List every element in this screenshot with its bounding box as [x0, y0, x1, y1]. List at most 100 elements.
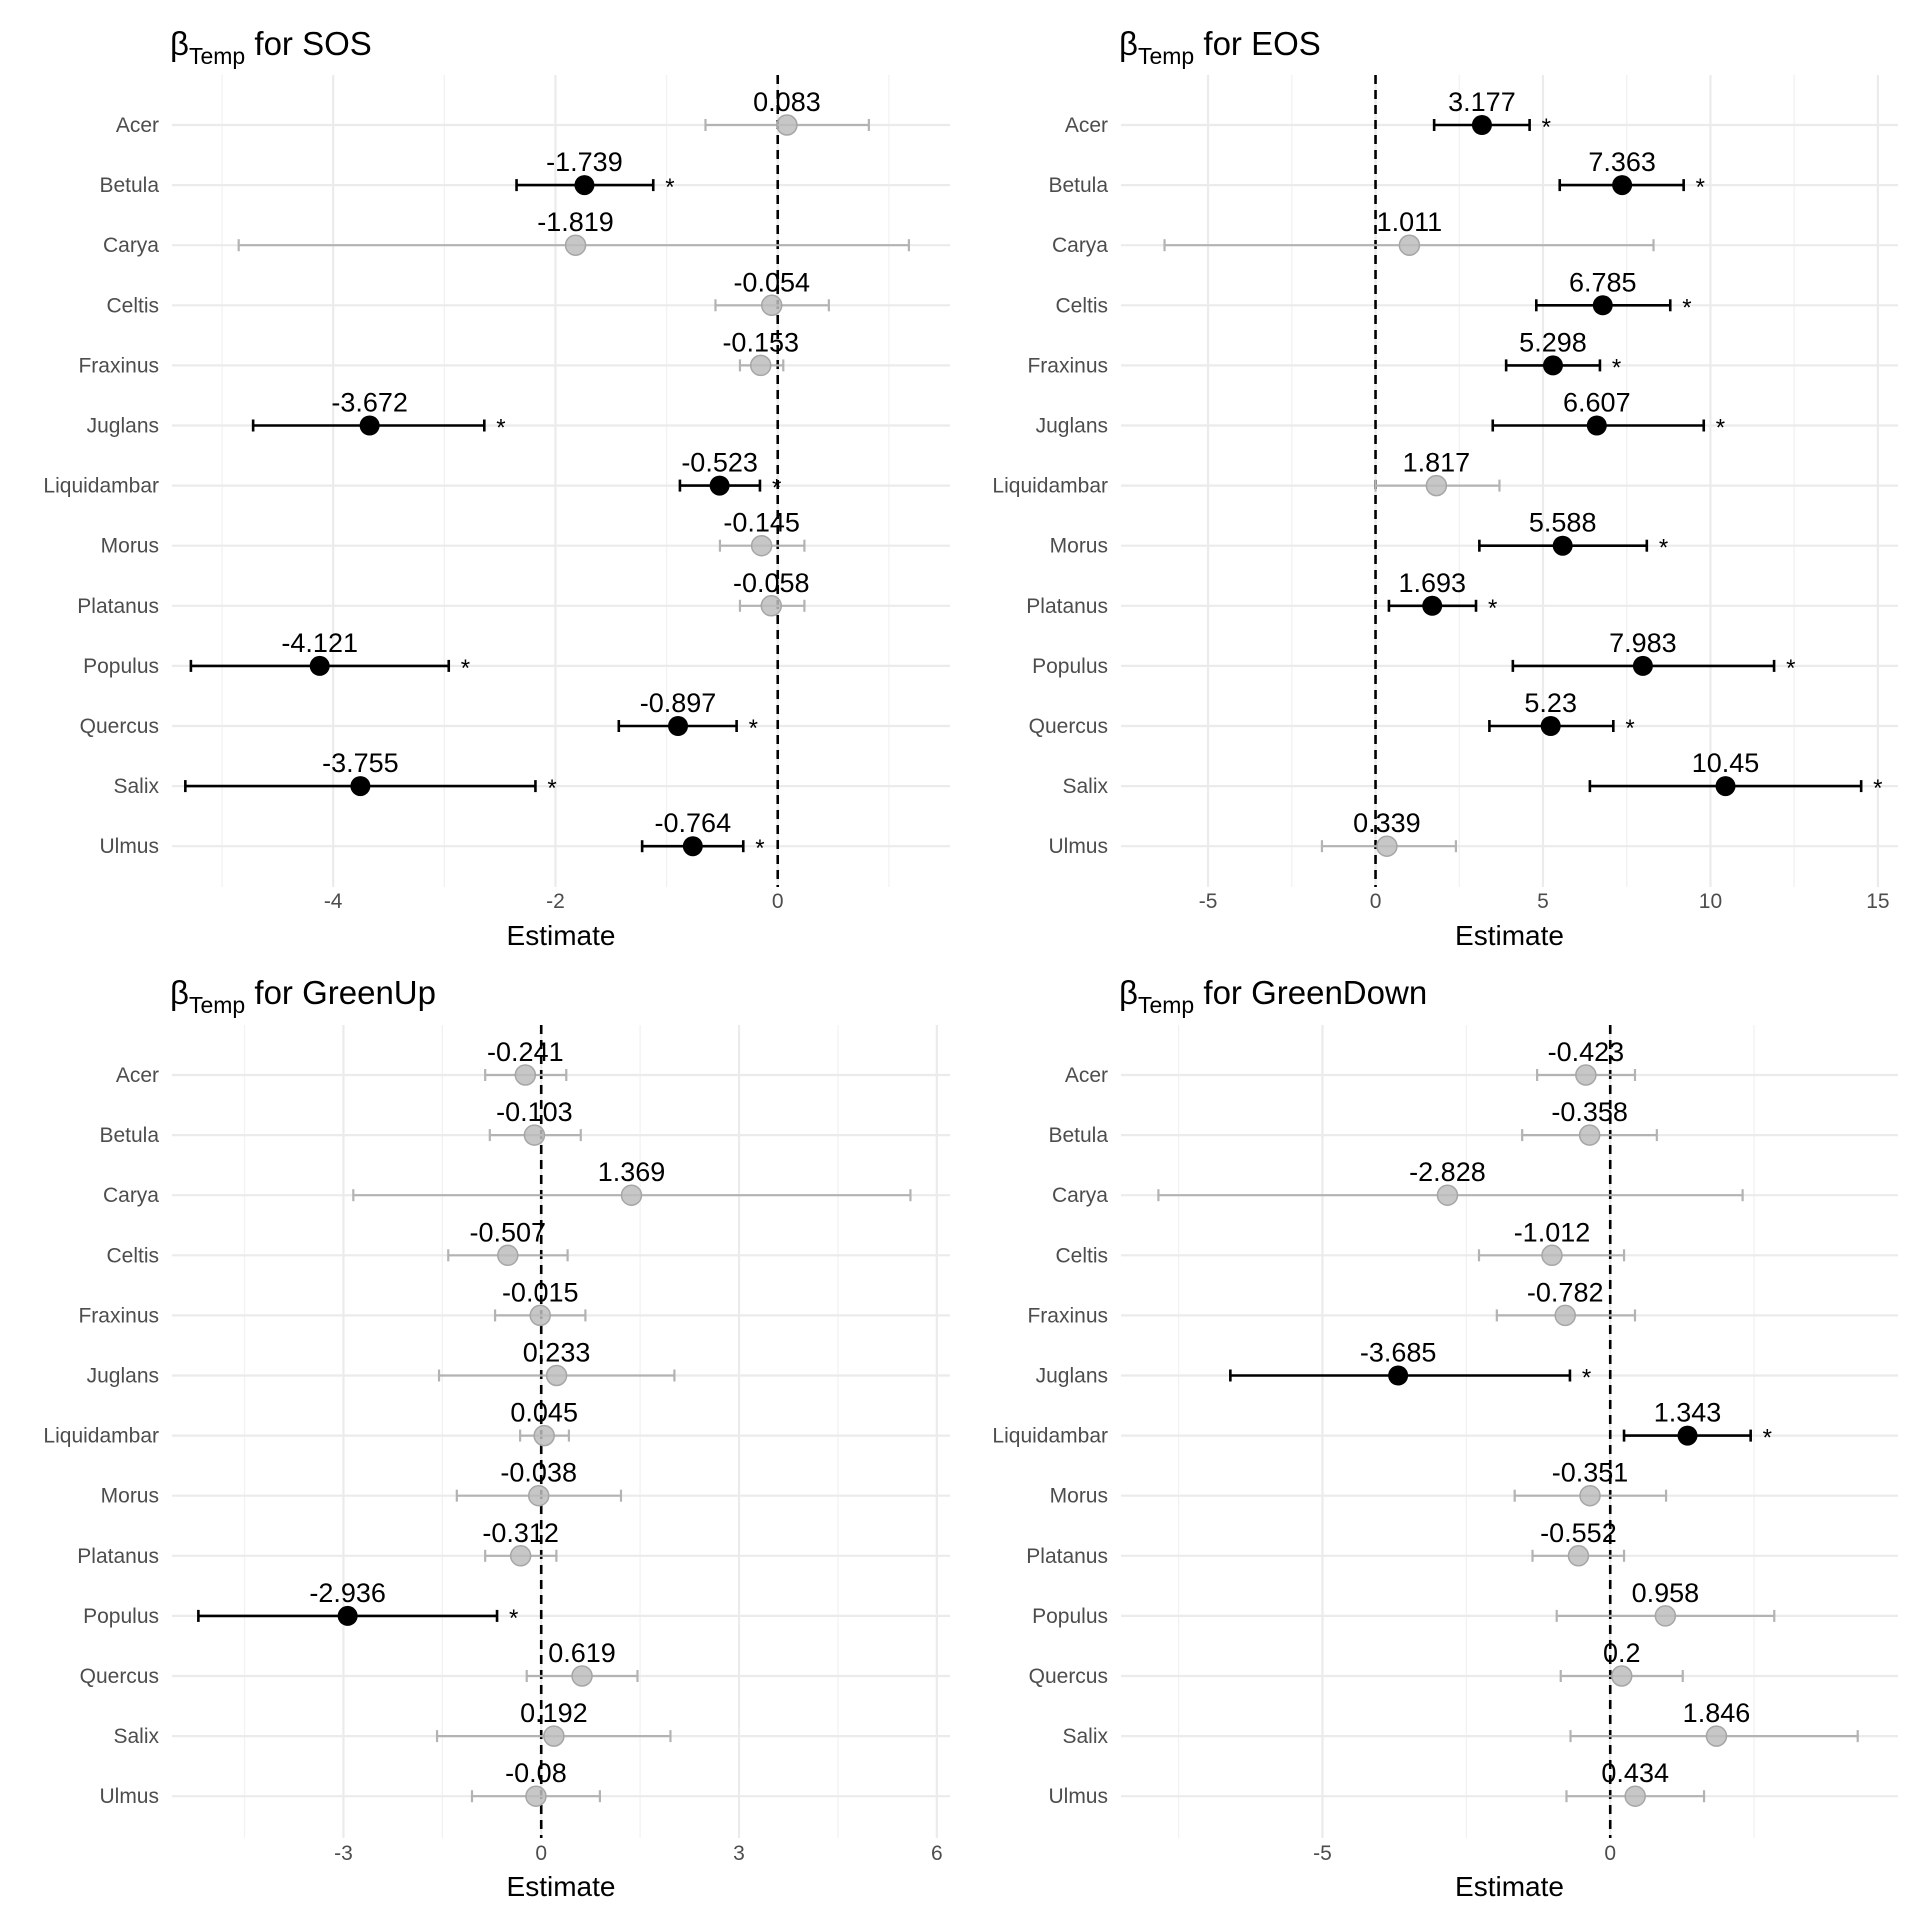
significance-star: * — [1682, 294, 1691, 321]
point-estimate — [1540, 716, 1561, 736]
estimate-label: -0.312 — [482, 1518, 559, 1548]
estimate-label: -0.423 — [1548, 1037, 1625, 1067]
y-tick-label: Quercus — [80, 1665, 159, 1688]
y-tick-label: Liquidambar — [992, 1425, 1108, 1448]
y-tick-label: Ulmus — [1048, 835, 1108, 858]
x-axis-title: Estimate — [507, 920, 616, 951]
estimate-ulmus: -0.08 — [470, 1758, 602, 1807]
x-tick-label: 10 — [1699, 890, 1722, 913]
y-tick-label: Salix — [1062, 775, 1108, 798]
estimate-liquidambar: * 1.343 — [1622, 1398, 1772, 1452]
panel-sos: Acer Betula Carya Celtis Fraxinus Juglans Liqu… — [43, 25, 950, 951]
y-tick-label: Morus — [1050, 535, 1108, 558]
estimate-label: -0.015 — [502, 1277, 579, 1307]
point-estimate — [1471, 115, 1492, 135]
estimate-carya: -2.828 — [1157, 1157, 1744, 1206]
estimate-liquidambar: * -0.523 — [678, 448, 781, 502]
y-tick-label: Salix — [113, 775, 159, 798]
x-tick-label: -5 — [1313, 1842, 1332, 1865]
point-estimate — [1398, 234, 1421, 256]
y-tick-label: Liquidambar — [43, 475, 159, 498]
point-estimate — [1654, 1605, 1677, 1627]
y-tick-label: Acer — [1065, 1064, 1108, 1087]
panel-title: βTemp for GreenUp — [170, 974, 436, 1018]
estimate-label: -0.058 — [733, 568, 810, 598]
point-estimate — [1677, 1425, 1698, 1446]
estimate-label: 0.958 — [1632, 1578, 1700, 1608]
estimate-label: -1.739 — [546, 147, 623, 177]
estimate-acer: -0.241 — [484, 1037, 568, 1086]
y-tick-label: Salix — [113, 1725, 159, 1748]
significance-star: * — [1696, 174, 1705, 201]
estimate-populus: 0.958 — [1555, 1578, 1776, 1627]
estimate-label: -0.145 — [723, 508, 800, 538]
y-tick-label: Populus — [83, 1605, 159, 1628]
y-tick-label: Fraxinus — [1027, 354, 1108, 377]
y-tick-label: Platanus — [1026, 595, 1108, 618]
estimate-label: -4.121 — [281, 628, 358, 658]
point-estimate — [527, 1484, 550, 1507]
point-estimate — [545, 1364, 568, 1387]
point-estimate — [1541, 1244, 1563, 1267]
estimate-label: 5.588 — [1529, 508, 1597, 538]
significance-star: * — [1786, 655, 1795, 682]
estimate-label: -0.038 — [500, 1458, 577, 1488]
x-axis-title: Estimate — [507, 1871, 616, 1902]
x-tick-label: 15 — [1866, 890, 1889, 913]
estimate-acer: 0.083 — [704, 87, 870, 136]
significance-star: * — [1625, 715, 1634, 742]
y-tick-label: Carya — [1052, 1184, 1108, 1207]
y-tick-label: Salix — [1062, 1725, 1108, 1748]
estimate-label: 0.434 — [1601, 1758, 1669, 1788]
point-estimate — [564, 234, 587, 256]
y-tick-label: Acer — [116, 114, 159, 137]
estimate-label: -1.012 — [1514, 1217, 1591, 1247]
estimate-label: 0.083 — [753, 87, 821, 117]
point-estimate — [1612, 175, 1633, 196]
y-tick-label: Morus — [101, 1485, 159, 1508]
y-tick-label: Quercus — [1029, 1665, 1108, 1688]
point-estimate — [1578, 1124, 1601, 1146]
significance-star: * — [1763, 1425, 1772, 1452]
x-tick-label: 0 — [1370, 890, 1382, 913]
y-tick-label: Juglans — [87, 1365, 159, 1388]
point-estimate — [574, 175, 595, 196]
y-tick-label: Populus — [1032, 1605, 1108, 1628]
x-axis-title: Estimate — [1455, 920, 1564, 951]
point-estimate — [1610, 1665, 1633, 1687]
point-estimate — [543, 1725, 565, 1747]
x-tick-label: 0 — [535, 1842, 547, 1865]
significance-star: * — [1612, 354, 1621, 381]
significance-star: * — [1716, 415, 1725, 442]
y-tick-label: Platanus — [77, 595, 159, 618]
estimate-juglans: 0.233 — [437, 1338, 676, 1387]
y-tick-label: Juglans — [1036, 415, 1108, 438]
point-estimate — [514, 1064, 537, 1086]
estimate-label: 0.619 — [548, 1638, 616, 1668]
estimate-fraxinus: -0.782 — [1495, 1277, 1637, 1327]
point-estimate — [1436, 1184, 1459, 1206]
estimate-label: -0.054 — [733, 267, 810, 297]
significance-star: * — [772, 475, 781, 502]
y-tick-label: Celtis — [106, 294, 159, 317]
y-tick-label: Carya — [103, 234, 159, 257]
y-tick-label: Morus — [101, 535, 159, 558]
estimate-juglans: * -3.685 — [1229, 1338, 1591, 1392]
y-tick-label: Carya — [1052, 234, 1108, 257]
estimate-label: 1.369 — [598, 1157, 666, 1187]
estimate-label: 0.233 — [523, 1338, 591, 1368]
point-estimate — [760, 294, 783, 317]
estimate-label: -0.507 — [470, 1217, 547, 1247]
estimate-salix: 0.192 — [435, 1698, 672, 1747]
significance-star: * — [1659, 535, 1668, 562]
x-tick-label: 0 — [1604, 1842, 1616, 1865]
estimate-carya: 1.011 — [1163, 207, 1655, 256]
y-tick-label: Betula — [99, 1124, 159, 1147]
point-estimate — [1592, 295, 1613, 316]
estimate-liquidambar: 1.817 — [1374, 448, 1501, 497]
y-tick-label: Juglans — [1036, 1365, 1108, 1388]
y-tick-label: Betula — [1048, 174, 1108, 197]
estimate-betula: -0.103 — [488, 1097, 582, 1146]
point-estimate — [1376, 835, 1398, 857]
estimate-label: -3.685 — [1360, 1338, 1437, 1368]
